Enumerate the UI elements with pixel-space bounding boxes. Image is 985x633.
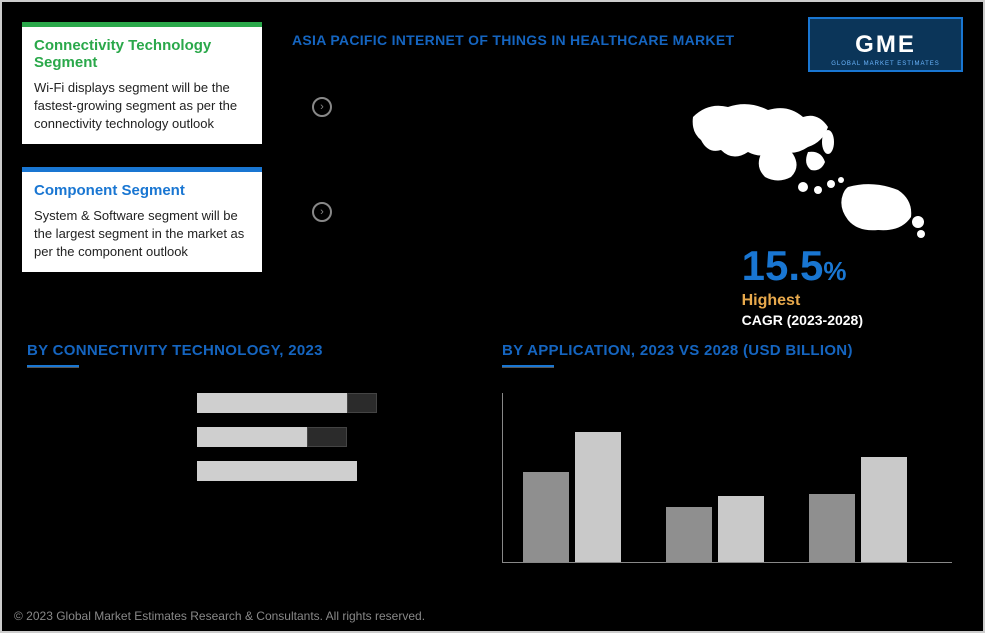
infographic-container: Connectivity Technology Segment Wi-Fi di… — [0, 0, 985, 633]
bullet-icon: › — [312, 97, 332, 117]
vbar-2023 — [666, 507, 712, 562]
vbar-2028 — [575, 432, 621, 562]
logo: GME GLOBAL MARKET ESTIMATES — [808, 17, 963, 72]
vbar-2028 — [718, 496, 764, 562]
cagr-number: 15.5 — [742, 242, 824, 289]
vbar-group — [523, 432, 621, 562]
segment-box-component: Component Segment System & Software segm… — [22, 167, 262, 272]
segment-body: System & Software segment will be the la… — [34, 207, 250, 262]
hbar-segment-light — [197, 427, 307, 447]
cagr-unit: % — [823, 256, 846, 286]
hbar-row — [27, 393, 477, 413]
connectivity-chart-section: BY CONNECTIVITY TECHNOLOGY, 2023 — [27, 342, 477, 495]
asia-pacific-map-icon — [673, 92, 933, 242]
hbar — [197, 427, 347, 447]
chart-title: BY CONNECTIVITY TECHNOLOGY, 2023 — [27, 342, 477, 359]
vbar-2023 — [523, 472, 569, 562]
hbar-row — [27, 461, 477, 481]
segment-box-connectivity: Connectivity Technology Segment Wi-Fi di… — [22, 22, 262, 144]
chart-title: BY APPLICATION, 2023 VS 2028 (USD BILLIO… — [502, 342, 952, 359]
hbar — [197, 461, 357, 481]
hbar-chart — [27, 393, 477, 481]
logo-subtext: GLOBAL MARKET ESTIMATES — [831, 61, 940, 67]
copyright-text: © 2023 Global Market Estimates Research … — [14, 609, 425, 623]
cagr-block: 15.5% Highest CAGR (2023-2028) — [742, 242, 863, 328]
segment-title: Connectivity Technology Segment — [34, 37, 250, 71]
hbar-segment-dark — [347, 393, 377, 413]
vbar-group — [809, 457, 907, 562]
main-title: ASIA PACIFIC INTERNET OF THINGS IN HEALT… — [292, 32, 734, 48]
vbar-group — [666, 496, 764, 562]
cagr-range: CAGR (2023-2028) — [742, 312, 863, 328]
cagr-label: Highest — [742, 292, 863, 310]
segment-title: Component Segment — [34, 182, 250, 199]
application-chart-section: BY APPLICATION, 2023 VS 2028 (USD BILLIO… — [502, 342, 952, 563]
title-underline — [27, 365, 79, 368]
hbar-segment-light — [197, 461, 357, 481]
logo-text: GME — [855, 31, 916, 59]
hbar-segment-light — [197, 393, 347, 413]
bullet-icon: › — [312, 202, 332, 222]
segment-body: Wi-Fi displays segment will be the faste… — [34, 79, 250, 134]
vbar-2023 — [809, 494, 855, 562]
vbar-2028 — [861, 457, 907, 562]
hbar-segment-dark — [307, 427, 347, 447]
vbar-chart — [502, 393, 952, 563]
hbar-row — [27, 427, 477, 447]
title-underline — [502, 365, 554, 368]
hbar — [197, 393, 377, 413]
cagr-value: 15.5% — [742, 242, 863, 290]
